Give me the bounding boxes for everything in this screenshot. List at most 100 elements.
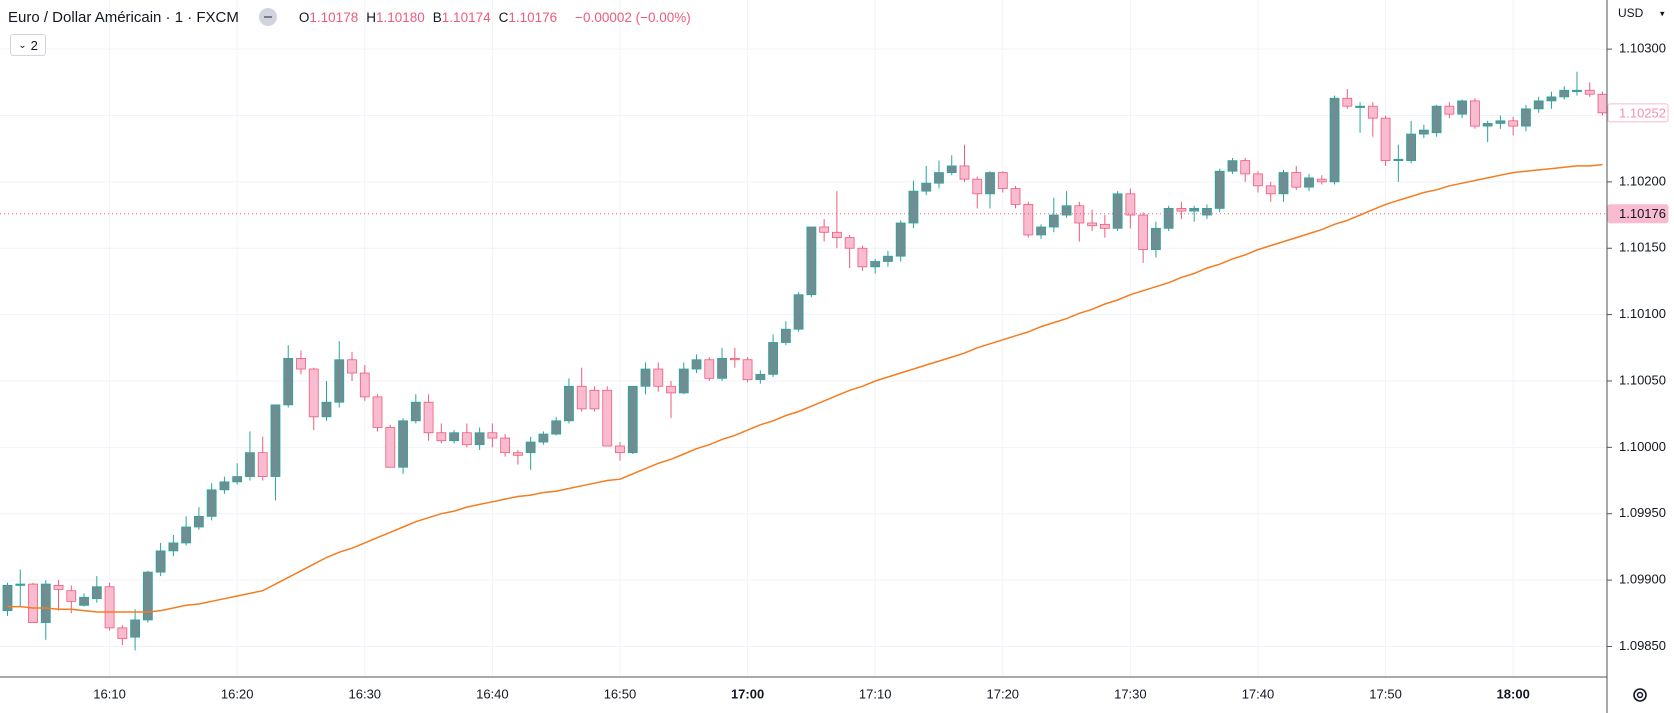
indicators-toggle[interactable]: ⌄ 2 [10, 34, 46, 56]
candle [270, 404, 281, 501]
change: −0.00002 (−0.00%) [575, 9, 691, 25]
candle-body [844, 237, 855, 249]
candle [1482, 120, 1493, 143]
candle-body [308, 368, 319, 418]
candle-body [1202, 208, 1212, 216]
candle-body [436, 432, 447, 442]
candle [538, 431, 549, 445]
candle [142, 570, 153, 623]
candle [895, 220, 906, 262]
candle [130, 609, 141, 651]
candle-body [1508, 120, 1519, 127]
candle [232, 463, 243, 485]
candle-body [1584, 89, 1595, 95]
candle [423, 394, 434, 441]
candle-body [576, 385, 587, 410]
price-label: 1.10252 [1619, 105, 1666, 120]
candle-body [372, 396, 383, 428]
candle [1253, 171, 1263, 193]
candle-body [729, 358, 740, 361]
candle [1189, 205, 1200, 222]
candle [1061, 191, 1072, 218]
candle-body [704, 359, 715, 379]
candle-body [1380, 117, 1391, 162]
candle-body [1240, 160, 1251, 175]
x-tick-label: 16:50 [604, 686, 637, 701]
candle-body [1048, 214, 1059, 228]
candle [755, 370, 766, 384]
candle-body [117, 627, 128, 639]
candle [972, 176, 983, 209]
candle-body [1176, 208, 1187, 212]
candle [155, 542, 166, 577]
candle [347, 351, 357, 381]
hide-button[interactable] [258, 8, 277, 26]
candle-body [1457, 100, 1468, 115]
candle [551, 416, 562, 436]
candle-body [245, 452, 255, 477]
candle-body [1546, 96, 1557, 102]
candle [28, 582, 38, 623]
price-label-box [1607, 204, 1669, 224]
candle-body [908, 190, 919, 224]
candle [1112, 191, 1123, 231]
candle [474, 427, 485, 451]
candle [793, 292, 804, 332]
candle-body [1163, 208, 1174, 229]
axes: 1.09850 1.09900 1.09950 1.10000 1.10050 1.101… [93, 41, 1669, 701]
candle-body [1572, 89, 1582, 92]
candle-body [1291, 172, 1302, 188]
candle [985, 171, 995, 209]
candle-body [474, 432, 485, 446]
candle [1214, 168, 1225, 213]
candle [1048, 197, 1059, 233]
candle [359, 365, 370, 401]
candle-body [321, 401, 332, 418]
candle-body [219, 481, 230, 491]
candle-body [997, 172, 1008, 189]
y-tick-label: 1.09900 [1619, 572, 1666, 587]
candle-body [1036, 226, 1046, 236]
candle-body [921, 182, 932, 192]
candle-body [1214, 170, 1225, 209]
candle [564, 378, 574, 424]
ohlc-label: O [298, 9, 310, 25]
y-tick-label: 1.09950 [1619, 505, 1666, 520]
candle-body [742, 359, 753, 381]
candle [589, 386, 600, 412]
candle-body [15, 583, 26, 586]
currency[interactable]: USD [1618, 6, 1644, 20]
symbol-title[interactable]: Euro / Dollar Américain · 1 · FXCM [8, 8, 239, 26]
candle [436, 423, 447, 444]
candle-body [755, 373, 766, 381]
candle-body [334, 359, 345, 403]
candle-body [104, 586, 115, 629]
candle-body [1559, 89, 1570, 98]
candle-body [168, 542, 179, 552]
x-tick-label: 17:10 [859, 686, 892, 701]
candle [40, 580, 51, 640]
candle [1367, 102, 1378, 137]
candle-body [870, 261, 881, 268]
candle [857, 245, 868, 271]
candle [1202, 204, 1212, 220]
candle-body [883, 255, 893, 262]
settings-icon[interactable] [1633, 688, 1647, 702]
price-label: 1.10176 [1619, 206, 1666, 221]
candle [181, 516, 192, 546]
candle-body [538, 433, 549, 443]
candle [1227, 157, 1238, 174]
y-tick-label: 1.10200 [1619, 173, 1666, 188]
x-tick-label: 17:30 [1114, 686, 1147, 701]
candle-body [780, 328, 791, 343]
candle-body [28, 583, 38, 623]
candle [1572, 71, 1582, 96]
candle [117, 625, 128, 646]
y-tick-label: 1.10100 [1619, 306, 1666, 321]
candle-body [1418, 129, 1429, 135]
candle [15, 569, 26, 607]
candle-body [1138, 214, 1149, 250]
candle-body [232, 476, 243, 483]
candle [653, 362, 664, 392]
candle-body [653, 368, 664, 387]
